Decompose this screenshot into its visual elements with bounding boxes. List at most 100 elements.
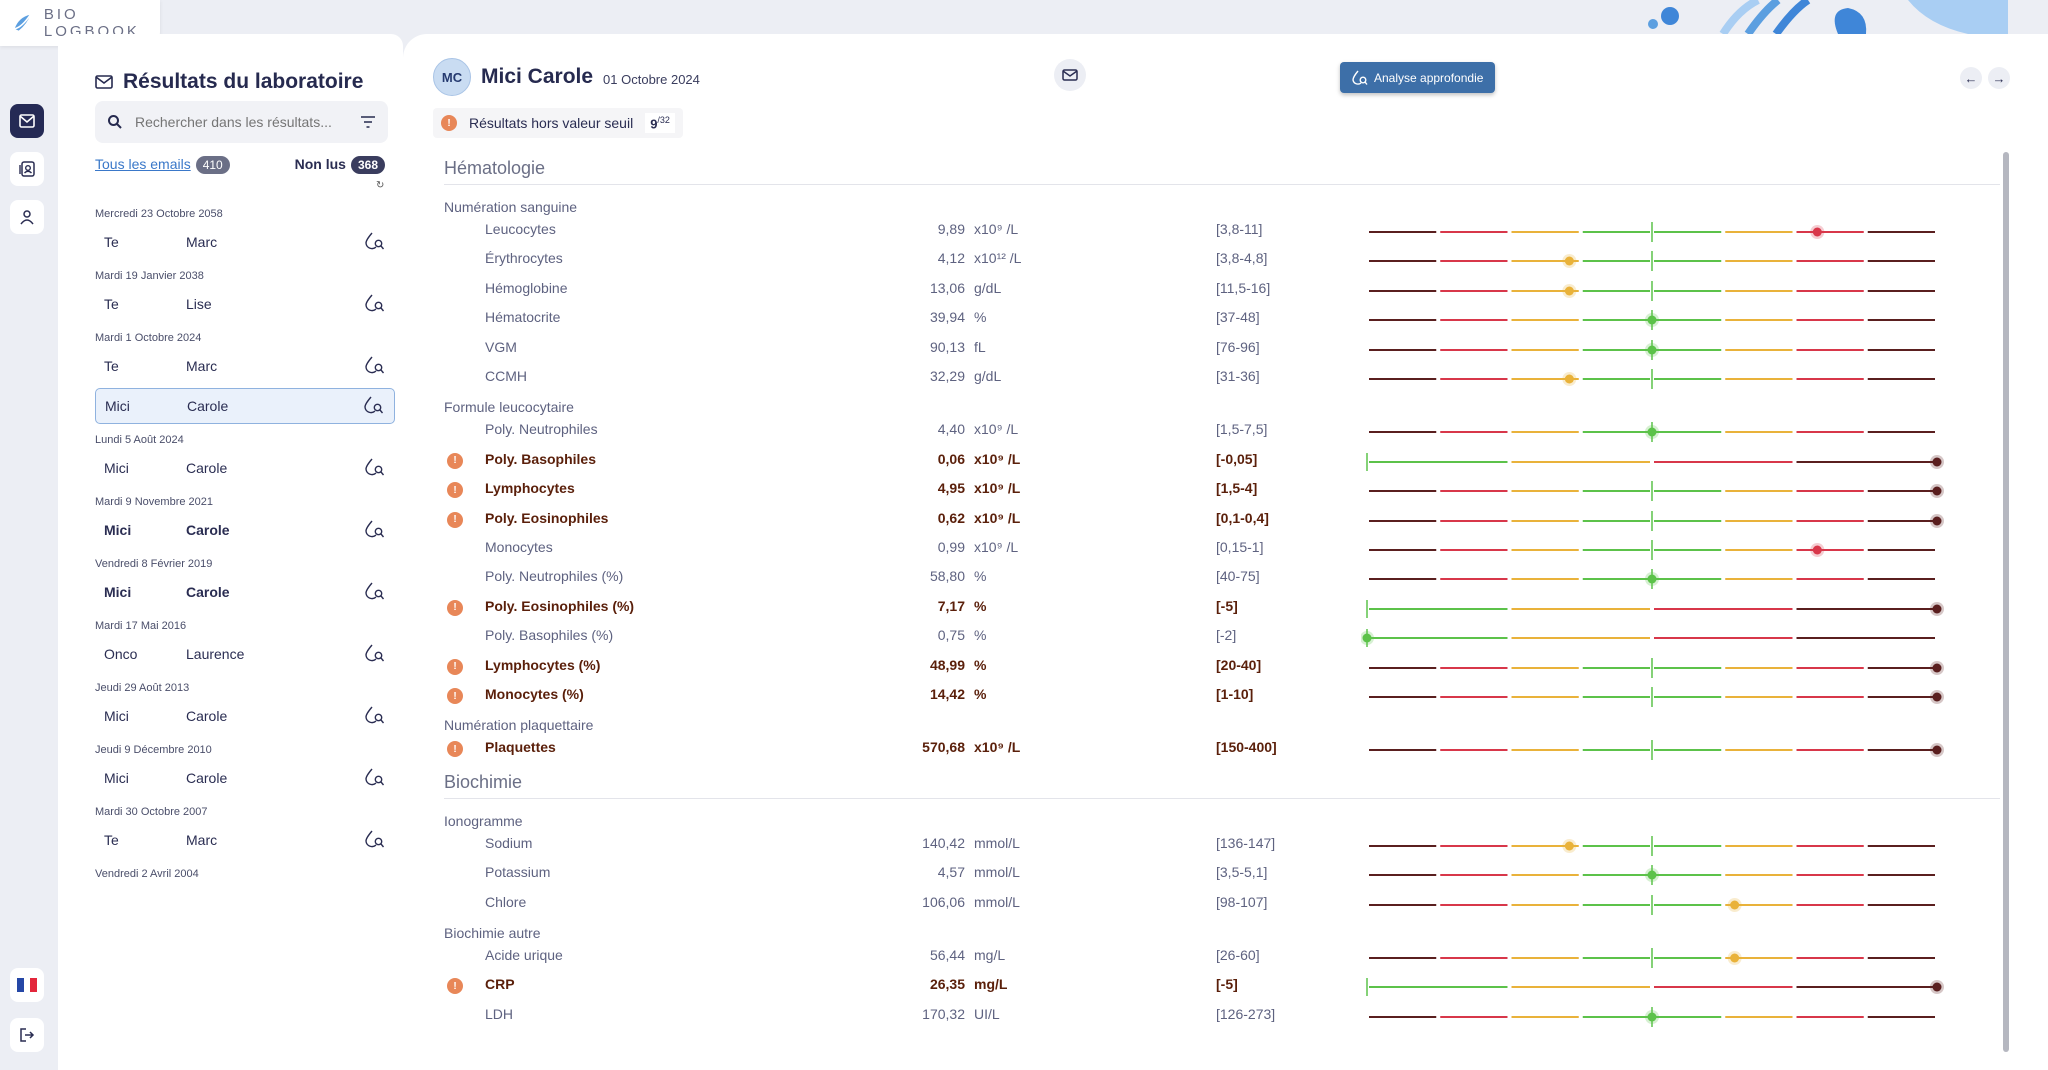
drop-search-icon[interactable]: [365, 768, 385, 786]
test-unit: x10⁹ /L: [974, 450, 1021, 467]
test-name: Potassium: [485, 864, 551, 881]
range-bar: [1369, 222, 1935, 242]
result-row[interactable]: Poly. Neutrophiles 4,40 x10⁹ /L [1,5-7,5]: [403, 421, 2003, 443]
value-marker: [1564, 841, 1574, 851]
out-of-range-chip[interactable]: ! Résultats hors valeur seuil 9/32: [433, 108, 683, 138]
reference-range: [3,8-4,8]: [1216, 250, 1268, 267]
email-list: Mercredi 23 Octobre 2058 Te Marc Mardi 19 J…: [95, 202, 395, 884]
result-row[interactable]: ! CRP 26,35 mg/L [-5]: [403, 976, 2003, 998]
sender-last: Carole: [186, 460, 228, 476]
reference-range: [-5]: [1216, 597, 1238, 614]
group-title: Ionogramme: [444, 812, 523, 829]
test-value: 58,80: [929, 568, 965, 585]
result-row[interactable]: Leucocytes 9,89 x10⁹ /L [3,8-11]: [403, 221, 2003, 243]
email-list-item[interactable]: Te Marc: [95, 224, 395, 260]
deep-analysis-button[interactable]: Analyse approfondie: [1340, 62, 1496, 93]
drop-search-icon[interactable]: [365, 582, 385, 600]
test-value: 7,17: [937, 597, 965, 614]
drop-search-icon[interactable]: [365, 458, 385, 476]
logout-icon: [20, 1028, 35, 1042]
contacts-nav-button[interactable]: [10, 152, 44, 186]
drop-search-icon[interactable]: [365, 706, 385, 724]
result-row[interactable]: ! Poly. Eosinophiles (%) 7,17% [-5]: [403, 598, 2003, 620]
value-marker: [1647, 345, 1657, 355]
email-list-item[interactable]: Te Lise: [95, 286, 395, 322]
date-header: Mardi 30 Octobre 2007: [95, 806, 208, 818]
reference-range: [-0,05]: [1216, 450, 1258, 467]
mail-icon: [95, 75, 113, 89]
result-row[interactable]: ! Lymphocytes 4,95 x10⁹ /L [1,5-4]: [403, 480, 2003, 502]
user-nav-button[interactable]: [10, 200, 44, 234]
patient-name: Mici Carole: [481, 65, 594, 88]
email-list-item[interactable]: Te Marc: [95, 822, 395, 858]
date-header: Mercredi 23 Octobre 2058: [95, 208, 223, 220]
result-row[interactable]: Érythrocytes 4,12 x10¹² /L [3,8-4,8]: [403, 250, 2003, 272]
previous-arrow-icon[interactable]: ←: [1960, 67, 1982, 89]
result-row[interactable]: Hématocrite 39,94% [37-48]: [403, 309, 2003, 331]
result-row[interactable]: Poly. Neutrophiles (%) 58,80% [40-75]: [403, 568, 2003, 590]
result-row[interactable]: LDH 170,32 UI/L [126-273]: [403, 1006, 2003, 1028]
email-list-item[interactable]: Mici Carole: [95, 760, 395, 796]
drop-search-icon[interactable]: [365, 294, 385, 312]
result-row[interactable]: Monocytes 0,99 x10⁹ /L [0,15-1]: [403, 539, 2003, 561]
drop-search-icon[interactable]: [364, 396, 384, 414]
date-header: Jeudi 9 Décembre 2010: [95, 744, 212, 756]
reference-range: [31-36]: [1216, 368, 1260, 384]
email-list-item[interactable]: Mici Carole: [95, 512, 395, 548]
logout-button[interactable]: [10, 1018, 44, 1052]
drop-search-icon[interactable]: [365, 356, 385, 374]
result-row[interactable]: ! Poly. Eosinophiles 0,62 x10⁹ /L [0,1-0,4]: [403, 510, 2003, 532]
result-row[interactable]: Hémoglobine 13,06 g/dL [11,5-16]: [403, 280, 2003, 302]
result-row[interactable]: VGM 90,13 fL [76-96]: [403, 339, 2003, 361]
range-bar: [1369, 569, 1935, 590]
results-table: Hématologie Numération sanguine Leucocytes…: [403, 144, 2048, 1060]
sender-first: Mici: [104, 460, 129, 476]
test-value: 4,57: [937, 864, 965, 881]
email-list-item[interactable]: Te Marc: [95, 348, 395, 384]
all-emails-link[interactable]: Tous les emails: [95, 156, 191, 172]
email-button[interactable]: [1054, 59, 1086, 91]
email-list-item[interactable]: Mici Carole: [95, 388, 395, 424]
filter-icon[interactable]: [360, 116, 376, 128]
result-row[interactable]: Potassium 4,57 mmol/L [3,5-5,1]: [403, 864, 2003, 886]
range-bar: [1366, 599, 1944, 618]
next-arrow-icon[interactable]: →: [1988, 67, 2010, 89]
mail-nav-button[interactable]: [10, 104, 44, 138]
email-list-item[interactable]: Onco Laurence: [95, 636, 395, 672]
result-row[interactable]: Poly. Basophiles (%) 0,75% [-2]: [403, 627, 2003, 649]
email-list-item[interactable]: Mici Carole: [95, 698, 395, 734]
test-value: 4,95: [937, 480, 965, 497]
result-row[interactable]: ! Monocytes (%) 14,42% [1-10]: [403, 686, 2003, 708]
result-row[interactable]: Acide urique 56,44 mg/L [26-60]: [403, 947, 2003, 969]
all-emails-count: 410: [195, 156, 230, 174]
test-name: VGM: [485, 338, 517, 355]
sender-last: Carole: [186, 708, 228, 724]
drop-search-icon[interactable]: [365, 644, 385, 662]
result-row[interactable]: CCMH 32,29 g/dL [31-36]: [403, 368, 2003, 390]
drop-search-icon[interactable]: [365, 520, 385, 538]
results-scrollbar[interactable]: [2003, 152, 2009, 1052]
search-input[interactable]: [135, 114, 360, 130]
value-marker: [1647, 315, 1657, 325]
user-icon: [20, 210, 34, 225]
result-row[interactable]: ! Plaquettes 570,68 x10⁹ /L [150-400]: [403, 739, 2003, 761]
warning-icon: !: [447, 978, 463, 995]
email-list-item[interactable]: Mici Carole: [95, 450, 395, 486]
unread-filter[interactable]: Non lus: [294, 156, 346, 172]
result-row[interactable]: ! Poly. Basophiles 0,06 x10⁹ /L [-0,05]: [403, 451, 2003, 473]
avatar: MC: [433, 58, 471, 96]
drop-search-icon[interactable]: [365, 830, 385, 848]
language-button[interactable]: [10, 968, 44, 1002]
email-list-item[interactable]: Mici Carole: [95, 574, 395, 610]
drop-search-icon[interactable]: [365, 232, 385, 250]
reference-range: [0,1-0,4]: [1216, 509, 1269, 526]
range-bar: [1369, 310, 1935, 331]
test-value: 26,35: [929, 976, 965, 993]
result-row[interactable]: Sodium 140,42 mmol/L [136-147]: [403, 835, 2003, 857]
refresh-icon[interactable]: ↻: [376, 180, 385, 191]
search-icon: [108, 115, 122, 129]
sender-first: Mici: [104, 522, 132, 538]
result-row[interactable]: Chlore 106,06 mmol/L [98-107]: [403, 894, 2003, 916]
result-row[interactable]: ! Lymphocytes (%) 48,99% [20-40]: [403, 657, 2003, 679]
test-unit: mmol/L: [974, 893, 1020, 910]
